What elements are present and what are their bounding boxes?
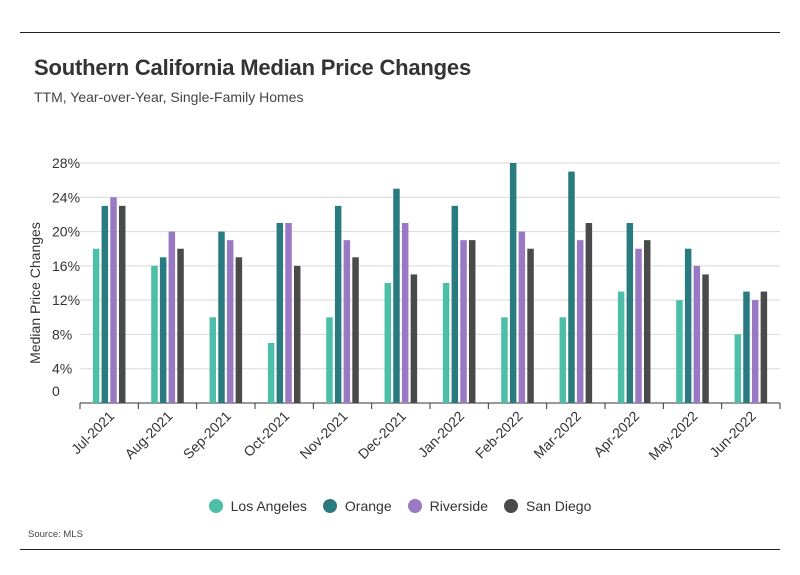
legend-swatch bbox=[407, 499, 422, 513]
bar bbox=[393, 188, 400, 403]
legend-swatch bbox=[503, 499, 518, 513]
bar bbox=[460, 240, 467, 403]
legend-label: Orange bbox=[344, 498, 392, 514]
bar bbox=[159, 257, 167, 403]
y-tick-label: 16% bbox=[52, 258, 80, 274]
bar bbox=[285, 223, 292, 403]
x-tick-label: Mar-2022 bbox=[530, 408, 584, 462]
bar bbox=[334, 205, 342, 403]
x-tick-label: Jun-2022 bbox=[706, 408, 759, 461]
bar bbox=[702, 274, 709, 403]
x-tick-label: Feb-2022 bbox=[472, 408, 526, 462]
bar bbox=[352, 257, 359, 403]
bar bbox=[110, 197, 117, 403]
legend-label: San Diego bbox=[525, 498, 592, 514]
chart-legend: Los Angeles Orange Riverside San Diego bbox=[0, 498, 800, 514]
bar bbox=[384, 283, 392, 403]
bar bbox=[267, 343, 275, 403]
bar bbox=[635, 248, 642, 403]
bar bbox=[235, 257, 243, 403]
y-tick-label: 8% bbox=[52, 326, 72, 342]
bar bbox=[576, 240, 584, 403]
bar bbox=[751, 300, 759, 403]
bottom-rule bbox=[20, 549, 780, 550]
y-axis-label: Median Price Changes bbox=[27, 222, 43, 364]
source-note: Source: MLS bbox=[28, 529, 83, 540]
x-tick-label: May-2022 bbox=[645, 408, 700, 463]
legend-swatch bbox=[322, 499, 337, 513]
bar bbox=[617, 291, 625, 403]
bar bbox=[442, 283, 450, 403]
bar bbox=[676, 300, 683, 403]
bar bbox=[518, 231, 526, 403]
x-tick-label: Apr-2022 bbox=[590, 408, 642, 460]
bar bbox=[568, 171, 575, 403]
bar bbox=[326, 317, 333, 403]
bar bbox=[760, 291, 768, 403]
x-tick-label: Dec-2021 bbox=[355, 408, 409, 462]
legend-item: San Diego bbox=[503, 498, 592, 514]
legend-item: Orange bbox=[322, 498, 392, 514]
bar bbox=[451, 205, 459, 403]
legend-item: Los Angeles bbox=[208, 498, 307, 514]
chart-title: Southern California Median Price Changes bbox=[34, 55, 471, 80]
bar bbox=[501, 317, 508, 403]
bar bbox=[293, 265, 301, 403]
bar bbox=[527, 248, 534, 403]
bar bbox=[509, 163, 517, 403]
y-tick-label: 28% bbox=[52, 155, 80, 171]
bar bbox=[276, 223, 284, 403]
legend-label: Los Angeles bbox=[230, 498, 307, 514]
bar bbox=[343, 240, 351, 403]
bar bbox=[401, 223, 409, 403]
bar bbox=[168, 231, 176, 403]
bar bbox=[118, 205, 126, 403]
bar bbox=[218, 231, 225, 403]
x-tick-label: Jul-2021 bbox=[68, 408, 117, 457]
bar bbox=[226, 240, 234, 403]
x-tick-label: Aug-2021 bbox=[121, 408, 175, 462]
legend-label: Riverside bbox=[429, 498, 488, 514]
x-tick-label: Sep-2021 bbox=[180, 408, 234, 462]
y-tick-label: 12% bbox=[52, 292, 80, 308]
bar bbox=[468, 240, 476, 403]
y-tick-label: 0 bbox=[52, 383, 60, 399]
bar bbox=[177, 248, 184, 403]
legend-swatch bbox=[208, 499, 223, 513]
x-tick-label: Oct-2021 bbox=[240, 408, 292, 460]
bar bbox=[585, 223, 593, 403]
bar bbox=[151, 265, 158, 403]
bar bbox=[693, 265, 701, 403]
bar bbox=[209, 317, 217, 403]
chart-subtitle: TTM, Year-over-Year, Single-Family Homes bbox=[34, 89, 304, 105]
x-tick-label: Jan-2022 bbox=[415, 408, 468, 461]
bar bbox=[626, 223, 634, 403]
bar bbox=[734, 334, 742, 403]
y-tick-label: 20% bbox=[52, 224, 80, 240]
bar bbox=[743, 291, 750, 403]
bar bbox=[410, 274, 418, 403]
y-tick-label: 4% bbox=[52, 361, 72, 377]
bar bbox=[684, 248, 692, 403]
legend-item: Riverside bbox=[407, 498, 488, 514]
y-tick-label: 24% bbox=[52, 189, 80, 205]
bar bbox=[643, 240, 651, 403]
x-tick-label: Nov-2021 bbox=[296, 408, 350, 462]
bar bbox=[92, 248, 100, 403]
bar bbox=[101, 205, 109, 403]
bar bbox=[559, 317, 567, 403]
top-rule bbox=[20, 32, 780, 33]
